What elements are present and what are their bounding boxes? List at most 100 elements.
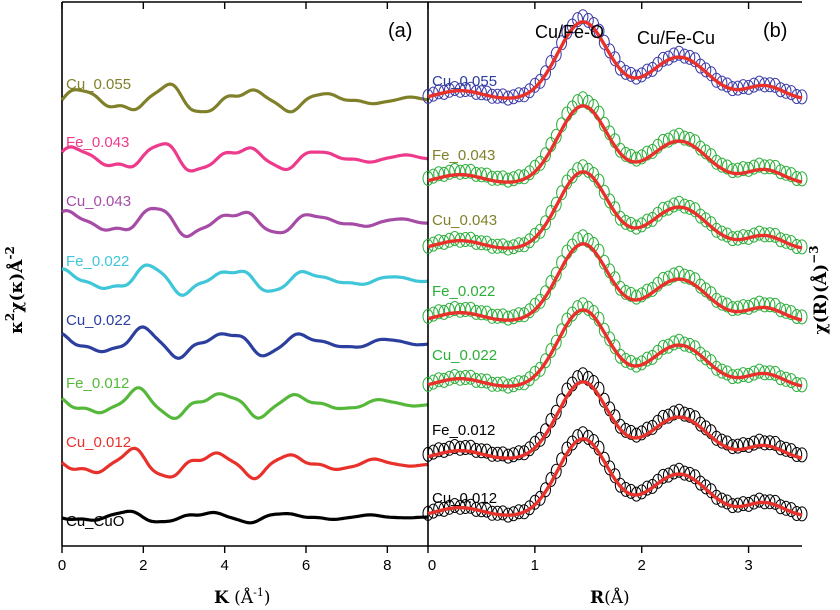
panel-b-data-point [668, 267, 680, 283]
panel-b-data-point [427, 168, 439, 184]
panel-b-data-point [449, 498, 461, 513]
panel-b-data-point [497, 308, 509, 324]
panel-b-data-point [572, 12, 584, 28]
panel-b-data-point [695, 346, 706, 362]
panel-b-data-point [577, 426, 589, 442]
panel-b-data-point [785, 167, 797, 183]
panel-b-data-point [443, 302, 455, 318]
panel-b-series-labels: Cu_0.055 Fe_0.043 Cu_0.043 Fe_0.022 Cu_0.022… [432, 73, 497, 507]
panel-b-data-point [540, 215, 551, 231]
panel-b-data-point [529, 77, 541, 93]
panel-b-data-point [668, 129, 680, 145]
panel-b-data-point [711, 222, 722, 238]
panel-b-data-point [454, 164, 466, 180]
panel-a-x-tick-label: 4 [220, 557, 228, 574]
panel-b-letter: (b) [763, 20, 787, 42]
panel-b-data-point [609, 201, 621, 217]
panel-b-data-point [695, 208, 706, 224]
panel-b-data-point [497, 446, 509, 462]
panel-b-data-point [529, 365, 541, 381]
panel-a-letter: (a) [388, 20, 412, 42]
panel-b-data-point [764, 159, 776, 175]
panel-b-data-point [427, 306, 439, 322]
panel-b-data-point [614, 348, 626, 364]
panel-b-data-point [796, 171, 808, 187]
panel-b-data-point [556, 35, 568, 51]
panel-b-data-point [769, 435, 781, 451]
panel-a-series-label: Cu_0.022 [66, 312, 131, 329]
panel-b-data-point [572, 429, 584, 445]
panel-b-data-point [513, 445, 525, 461]
panel-b-data-point [577, 9, 589, 25]
panel-b-data-point [684, 131, 696, 147]
panel-b-data-point [449, 301, 461, 316]
panel-b-data-point [609, 468, 621, 484]
panel-b-data-point [529, 227, 541, 243]
panel-b-series-label: Cu_0.012 [432, 490, 497, 507]
panel-b-data-point [502, 310, 514, 326]
panel-b-data-point [748, 435, 760, 451]
panel-a-curves [60, 82, 429, 525]
panel-b-data-point [614, 418, 626, 434]
panel-b-data-point [673, 195, 685, 211]
panel-b-data-point [433, 442, 445, 458]
panel-b-ticks: 1 2 3 0 [427, 2, 753, 574]
panel-b-series-label: Cu_0.043 [432, 212, 497, 229]
panel-b-data-point [759, 297, 771, 313]
panel-b-data-point [625, 286, 637, 302]
panel-b-data-point [454, 440, 466, 456]
panel-b-data-point [443, 440, 455, 456]
panel-b-data-point [700, 479, 712, 495]
panel-b-x-tick-label: 0 [428, 557, 436, 574]
panel-b-data-point [598, 34, 610, 50]
panel-a-ticks: 0 2 4 6 8 [58, 2, 392, 574]
panel-a-series-label: Cu_CuO [66, 513, 124, 530]
panel-b-data-point [668, 335, 680, 351]
panel-b-data-point [518, 237, 530, 253]
panel-b-data-point [508, 171, 519, 187]
panel-b-data-point [759, 435, 771, 451]
panel-b-data-point [711, 360, 722, 376]
panel-b-data-point [427, 444, 439, 460]
panel-b-data-point [711, 72, 722, 88]
panel-b-data-point [598, 322, 610, 338]
panel-b-data-point [465, 439, 477, 455]
panel-b-data-point [540, 482, 551, 498]
panel-b-data-point [684, 269, 696, 285]
panel-a-series-label: Cu_0.043 [66, 193, 131, 210]
panel-b-data-point [550, 463, 562, 479]
panel-a-series-line [61, 509, 428, 525]
panel-b-y-axis-title: χ(R)(Å)−3 [807, 245, 831, 334]
panel-b-data-point [620, 64, 632, 80]
panel-b-fit-line [427, 437, 803, 517]
panel-b-series-label: Fe_0.022 [432, 283, 495, 300]
panel-b-data-point [540, 65, 551, 81]
panel-a-series-line [61, 325, 429, 360]
panel-b-data-point [737, 161, 749, 177]
panel-b-data-point [737, 437, 749, 453]
panel-b-data-point [748, 297, 760, 313]
panel-b-fit-line [427, 242, 803, 322]
panel-b-data-point [620, 481, 632, 497]
panel-b-data-point [513, 169, 525, 185]
panel-b-data-point [668, 405, 680, 421]
panel-b-data-point [572, 300, 584, 316]
panel-b-data-point [524, 500, 535, 516]
panel-b-data-point [454, 302, 466, 318]
panel-b-data-point [465, 301, 477, 317]
panel-b-data-point [443, 164, 455, 180]
panel-b-fit-line [427, 308, 803, 388]
panel-b-data-point [711, 489, 722, 505]
panel-b-data-point [433, 304, 445, 320]
panel-b-data-point [668, 464, 680, 480]
panel-b-data-point [753, 363, 765, 379]
panel-a-x-tick-label: 2 [139, 557, 147, 574]
panel-b-data-point [625, 148, 637, 164]
panel-b-fit-curves [427, 20, 803, 517]
panel-b-data-point [513, 307, 525, 323]
panel-b-data-point [614, 477, 626, 493]
panel-b-x-tick-label: 1 [531, 557, 539, 574]
panel-b-data-point [475, 305, 487, 321]
